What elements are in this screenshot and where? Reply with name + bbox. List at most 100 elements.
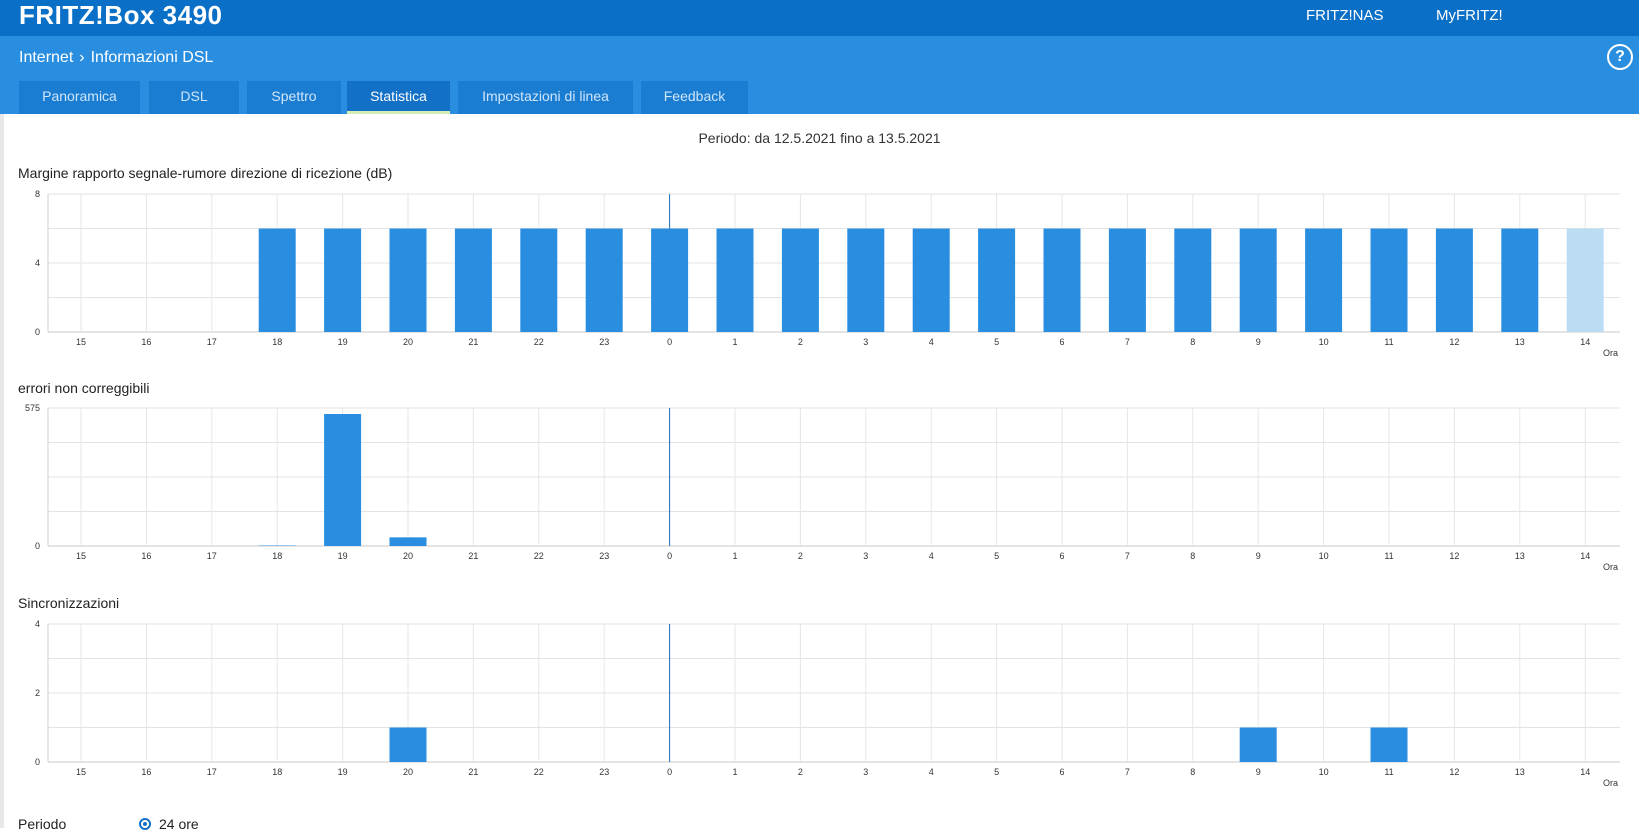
bar-0 — [651, 229, 688, 333]
x-tick-label: 19 — [338, 767, 348, 777]
x-tick-label: 22 — [534, 337, 544, 347]
x-tick-label: 17 — [207, 551, 217, 561]
x-tick-label: 23 — [599, 767, 609, 777]
bar-20 — [390, 537, 427, 546]
x-tick-label: 20 — [403, 551, 413, 561]
period-text: Periodo: da 12.5.2021 fino a 13.5.2021 — [0, 130, 1639, 146]
breadcrumb: Internet › Informazioni DSL — [19, 49, 213, 67]
x-tick-label: 14 — [1580, 551, 1590, 561]
x-tick-label: 23 — [599, 551, 609, 561]
x-tick-label: 8 — [1190, 551, 1195, 561]
tab-impostazioni-di-linea[interactable]: Impostazioni di linea — [458, 81, 633, 114]
x-tick-label: 19 — [338, 337, 348, 347]
bar-9 — [1240, 229, 1277, 333]
brand-logo[interactable]: FRITZ!Box 3490 — [19, 0, 223, 32]
x-tick-label: 22 — [534, 551, 544, 561]
x-tick-label: 6 — [1059, 551, 1064, 561]
x-tick-label: 13 — [1515, 337, 1525, 347]
x-tick-label: 18 — [272, 337, 282, 347]
bar-12 — [1436, 229, 1473, 333]
x-tick-label: 12 — [1449, 337, 1459, 347]
x-tick-label: 5 — [994, 551, 999, 561]
top-bar: FRITZ!Box 3490 FRITZ!NAS MyFRITZ! — [0, 0, 1639, 36]
x-tick-label: 4 — [929, 767, 934, 777]
myfritz-link[interactable]: MyFRITZ! — [1436, 7, 1503, 24]
bar-5 — [978, 229, 1015, 333]
x-tick-label: 5 — [994, 337, 999, 347]
tab-dsl[interactable]: DSL — [149, 81, 239, 114]
bar-1 — [717, 229, 754, 333]
y-tick-label: 0 — [35, 327, 40, 337]
x-tick-label: 1 — [732, 551, 737, 561]
chart-title-errors: errori non correggibili — [18, 380, 150, 396]
x-tick-label: 7 — [1125, 337, 1130, 347]
breadcrumb-separator-icon: › — [79, 49, 84, 66]
chart-title-snr: Margine rapporto segnale-rumore direzion… — [18, 165, 392, 181]
x-tick-label: 0 — [667, 551, 672, 561]
x-tick-label: 6 — [1059, 337, 1064, 347]
x-tick-label: 8 — [1190, 337, 1195, 347]
x-tick-label: 10 — [1319, 767, 1329, 777]
x-tick-label: 18 — [272, 767, 282, 777]
x-unit-label: Ora — [1603, 778, 1618, 788]
x-tick-label: 22 — [534, 767, 544, 777]
x-tick-label: 14 — [1580, 337, 1590, 347]
bar-11 — [1371, 728, 1408, 763]
bar-3 — [847, 229, 884, 333]
x-tick-label: 20 — [403, 767, 413, 777]
bar-23 — [586, 229, 623, 333]
x-tick-label: 12 — [1449, 767, 1459, 777]
bar-8 — [1174, 229, 1211, 333]
bar-7 — [1109, 229, 1146, 333]
tab-feedback[interactable]: Feedback — [641, 81, 748, 114]
x-tick-label: 19 — [338, 551, 348, 561]
y-tick-label: 0 — [35, 757, 40, 767]
x-tick-label: 12 — [1449, 551, 1459, 561]
x-tick-label: 0 — [667, 337, 672, 347]
x-unit-label: Ora — [1603, 562, 1618, 572]
x-tick-label: 11 — [1384, 551, 1393, 561]
x-tick-label: 16 — [141, 551, 151, 561]
bar-20 — [390, 229, 427, 333]
x-tick-label: 2 — [798, 767, 803, 777]
x-tick-label: 9 — [1256, 337, 1261, 347]
x-tick-label: 16 — [141, 767, 151, 777]
help-icon[interactable]: ? — [1607, 44, 1633, 70]
y-tick-label: 2 — [35, 688, 40, 698]
breadcrumb-internet[interactable]: Internet — [19, 49, 73, 66]
x-tick-label: 15 — [76, 767, 86, 777]
period-24h-label[interactable]: 24 ore — [159, 816, 199, 832]
bar-21 — [455, 229, 492, 333]
x-tick-label: 21 — [468, 551, 478, 561]
bar-4 — [913, 229, 950, 333]
tab-statistica[interactable]: Statistica — [347, 81, 450, 114]
x-tick-label: 15 — [76, 551, 86, 561]
x-tick-label: 4 — [929, 337, 934, 347]
x-tick-label: 3 — [863, 767, 868, 777]
tab-panoramica[interactable]: Panoramica — [19, 81, 140, 114]
bar-13 — [1501, 229, 1538, 333]
x-tick-label: 17 — [207, 767, 217, 777]
x-tick-label: 17 — [207, 337, 217, 347]
y-tick-label: 8 — [35, 189, 40, 199]
tab-spettro[interactable]: Spettro — [247, 81, 341, 114]
breadcrumb-current: Informazioni DSL — [91, 49, 214, 66]
bar-2 — [782, 229, 819, 333]
bar-11 — [1371, 229, 1408, 333]
y-tick-label: 0 — [35, 541, 40, 551]
fritz-nas-link[interactable]: FRITZ!NAS — [1306, 7, 1384, 24]
bar-18 — [259, 229, 296, 333]
x-tick-label: 6 — [1059, 767, 1064, 777]
x-tick-label: 11 — [1384, 767, 1393, 777]
x-tick-label: 14 — [1580, 767, 1590, 777]
x-tick-label: 2 — [798, 337, 803, 347]
period-24h-radio[interactable] — [139, 818, 151, 830]
x-tick-label: 10 — [1319, 551, 1329, 561]
y-tick-label: 4 — [35, 258, 40, 268]
x-tick-label: 9 — [1256, 551, 1261, 561]
bar-10 — [1305, 229, 1342, 333]
bar-20 — [390, 728, 427, 763]
x-tick-label: 8 — [1190, 767, 1195, 777]
